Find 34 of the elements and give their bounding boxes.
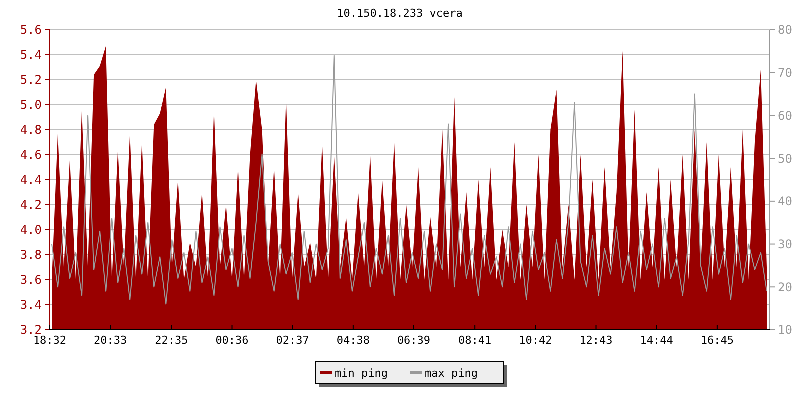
y-tick-label: 4.0 (20, 223, 42, 238)
x-tick-label: 04:38 (336, 334, 370, 347)
y-tick-label: 4.8 (20, 123, 42, 138)
y2-tick-label: 10 (778, 323, 792, 338)
y2-tick-label: 40 (778, 194, 792, 209)
y2-tick-label: 30 (778, 237, 792, 252)
x-tick-label: 08:41 (458, 334, 492, 347)
y2-tick-label: 70 (778, 66, 792, 80)
legend-label: min ping (335, 366, 388, 380)
x-tick-label: 12:43 (580, 334, 613, 347)
y-tick-label: 3.8 (20, 248, 42, 262)
y-tick-label: 3.6 (20, 273, 42, 288)
y-tick-label: 4.6 (20, 148, 42, 162)
y-tick-label: 4.2 (20, 198, 42, 212)
x-tick-label: 06:39 (397, 334, 431, 347)
y-tick-label: 3.4 (20, 298, 42, 312)
x-tick-label: 10:42 (519, 334, 552, 347)
y2-tick-label: 80 (778, 23, 792, 38)
y-tick-label: 4.4 (20, 173, 42, 188)
chart-title: 10.150.18.233 vcera (337, 7, 463, 20)
x-tick-label: 16:45 (700, 334, 734, 347)
x-tick-label: 00:36 (216, 334, 249, 347)
x-tick-label: 20:33 (94, 334, 128, 347)
x-tick-label: 22:35 (155, 334, 188, 347)
y2-tick-label: 20 (778, 280, 792, 294)
y-tick-label: 5.2 (20, 73, 42, 88)
y-tick-label: 5.4 (20, 48, 42, 62)
y2-tick-label: 60 (778, 108, 792, 123)
x-tick-label: 14:44 (640, 334, 674, 347)
y2-tick-label: 50 (778, 152, 792, 166)
y-tick-label: 5.6 (20, 23, 42, 38)
y-tick-label: 5.0 (20, 98, 42, 112)
x-tick-label: 02:37 (276, 334, 310, 347)
legend-label: max ping (425, 366, 478, 380)
